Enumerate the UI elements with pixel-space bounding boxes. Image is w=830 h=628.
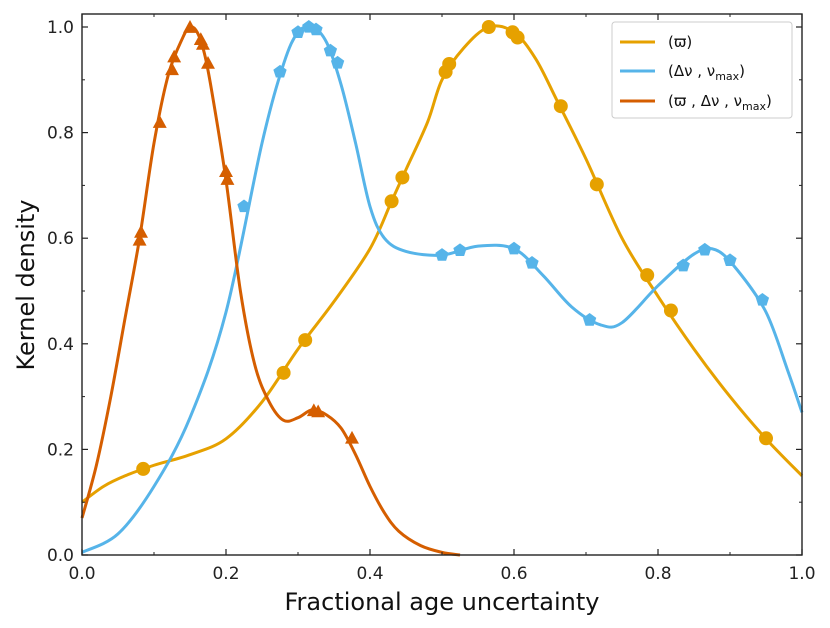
data-point-parallax [136,461,151,476]
series-line-parallax [81,24,804,504]
data-point-parallax [589,177,604,192]
data-point-seismic [273,64,287,78]
x-tick-label: 0.6 [500,564,527,584]
data-point-seismic [582,313,597,326]
data-point-combined [311,404,326,418]
legend-label-combined: (ϖ , Δν , νmax) [668,92,772,113]
x-tick-label: 0.0 [68,564,95,584]
curve-layer [80,24,804,557]
data-point-parallax [298,333,313,348]
x-tick-label: 0.8 [644,564,671,584]
y-tick-label: 0.4 [47,335,74,355]
data-point-combined [183,20,197,33]
tick-layer: 0.0 0.2 0.4 0.6 0.8 1.0 0.0 0.2 0.4 0.6 0.8 1.0 [47,14,816,584]
data-point-combined [165,62,179,76]
data-point-seismic [323,43,338,57]
data-point-parallax [663,303,678,318]
data-point-seismic [309,22,323,36]
data-point-parallax [395,170,410,185]
data-point-seismic [698,242,712,256]
data-point-parallax [481,20,496,34]
legend: (ϖ) (Δν , νmax) (ϖ , Δν , νmax) [611,21,793,119]
data-point-parallax [276,365,291,380]
data-point-parallax [640,268,655,283]
data-point-seismic [507,241,521,255]
data-point-parallax [759,431,773,446]
data-point-seismic [723,253,737,267]
x-axis-label: Fractional age uncertainty [285,588,600,616]
y-tick-label: 1.0 [47,18,74,38]
y-tick-label: 0.0 [47,546,74,566]
data-point-parallax [442,56,457,71]
data-point-combined [152,115,167,128]
y-tick-label: 0.6 [47,229,74,249]
data-point-seismic [291,25,305,38]
data-point-seismic [435,248,449,261]
y-tick-label: 0.8 [47,124,74,144]
data-point-seismic [755,292,770,306]
data-point-combined [167,49,182,63]
marker-layer [132,20,773,476]
series-line-combined [80,25,461,557]
data-point-seismic [453,243,467,257]
data-point-combined [132,232,147,246]
legend-label-seismic: (Δν , νmax) [668,62,745,83]
data-point-seismic [237,199,251,213]
x-tick-label: 0.4 [356,564,383,584]
x-tick-label: 0.2 [212,564,239,584]
data-point-parallax [384,194,399,209]
legend-box [611,21,793,119]
data-point-parallax [553,99,568,114]
x-tick-label: 1.0 [788,564,815,584]
y-tick-label: 0.2 [47,440,74,460]
y-axis-label: Kernel density [12,199,40,370]
data-point-combined [196,36,210,50]
data-point-combined [345,430,359,444]
data-point-combined [134,224,148,238]
data-point-combined [201,55,215,69]
data-point-combined [220,172,235,185]
data-point-parallax [510,30,525,45]
data-point-combined [219,164,233,177]
legend-label-parallax: (ϖ) [668,33,692,51]
data-point-seismic [525,256,539,269]
data-point-seismic [330,55,345,69]
data-point-seismic [676,258,690,272]
